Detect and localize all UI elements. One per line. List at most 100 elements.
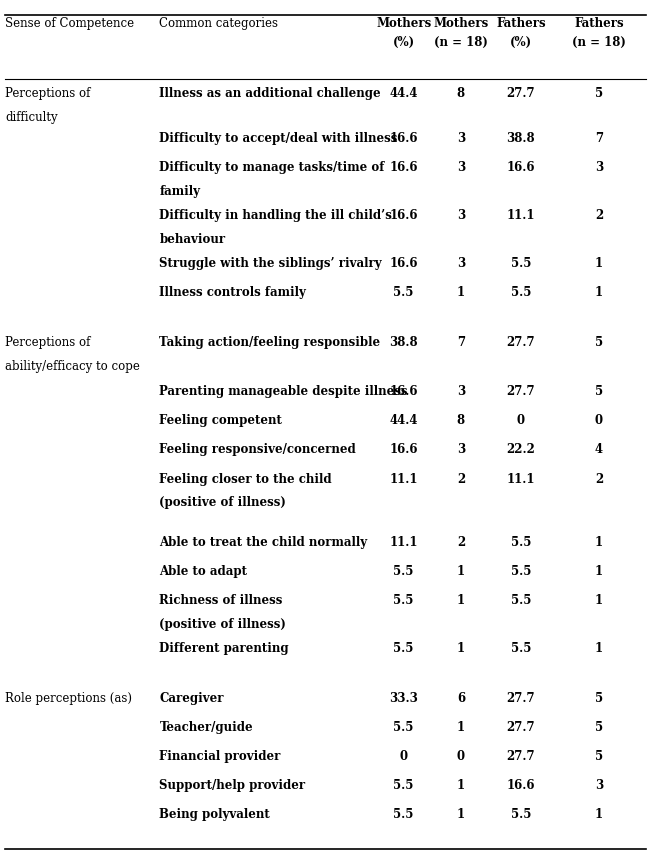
Text: Parenting manageable despite illness: Parenting manageable despite illness (159, 385, 408, 398)
Text: 3: 3 (457, 209, 465, 222)
Text: 44.4: 44.4 (389, 87, 418, 100)
Text: 16.6: 16.6 (389, 209, 418, 222)
Text: (n = 18): (n = 18) (572, 36, 626, 49)
Text: 5: 5 (595, 721, 603, 734)
Text: 38.8: 38.8 (506, 132, 535, 145)
Text: 11.1: 11.1 (389, 536, 418, 549)
Text: Feeling responsive/concerned: Feeling responsive/concerned (159, 443, 356, 456)
Text: 16.6: 16.6 (389, 132, 418, 145)
Text: 5.5: 5.5 (510, 286, 531, 299)
Text: 27.7: 27.7 (506, 692, 535, 704)
Text: 38.8: 38.8 (389, 336, 418, 348)
Text: Financial provider: Financial provider (159, 750, 281, 763)
Text: Richness of illness: Richness of illness (159, 594, 283, 607)
Text: Common categories: Common categories (159, 17, 279, 30)
Text: Feeling competent: Feeling competent (159, 414, 283, 427)
Text: 2: 2 (595, 209, 603, 222)
Text: 7: 7 (595, 132, 603, 145)
Text: 1: 1 (457, 808, 465, 821)
Text: 5: 5 (595, 750, 603, 763)
Text: 0: 0 (400, 750, 408, 763)
Text: Illness as an additional challenge: Illness as an additional challenge (159, 87, 381, 100)
Text: 2: 2 (595, 473, 603, 485)
Text: 1: 1 (457, 779, 465, 792)
Text: Illness controls family: Illness controls family (159, 286, 307, 299)
Text: 3: 3 (595, 161, 603, 174)
Text: Role perceptions (as): Role perceptions (as) (5, 692, 132, 704)
Text: 27.7: 27.7 (506, 87, 535, 100)
Text: (positive of illness): (positive of illness) (159, 496, 286, 509)
Text: 1: 1 (595, 594, 603, 607)
Text: (n = 18): (n = 18) (434, 36, 488, 49)
Text: Able to treat the child normally: Able to treat the child normally (159, 536, 368, 549)
Text: 1: 1 (595, 565, 603, 578)
Text: Fathers: Fathers (496, 17, 546, 30)
Text: 5: 5 (595, 87, 603, 100)
Text: 1: 1 (595, 286, 603, 299)
Text: Mothers: Mothers (434, 17, 488, 30)
Text: 5.5: 5.5 (510, 536, 531, 549)
Text: 1: 1 (457, 286, 465, 299)
Text: 3: 3 (457, 161, 465, 174)
Text: 0: 0 (517, 414, 525, 427)
Text: 5.5: 5.5 (393, 565, 414, 578)
Text: 1: 1 (457, 721, 465, 734)
Text: 11.1: 11.1 (389, 473, 418, 485)
Text: Support/help provider: Support/help provider (159, 779, 305, 792)
Text: 5.5: 5.5 (393, 286, 414, 299)
Text: Able to adapt: Able to adapt (159, 565, 247, 578)
Text: 1: 1 (457, 642, 465, 655)
Text: 8: 8 (457, 414, 465, 427)
Text: 22.2: 22.2 (506, 443, 535, 456)
Text: 5: 5 (595, 385, 603, 398)
Text: 27.7: 27.7 (506, 385, 535, 398)
Text: 27.7: 27.7 (506, 336, 535, 348)
Text: 16.6: 16.6 (389, 257, 418, 270)
Text: 5.5: 5.5 (510, 565, 531, 578)
Text: 44.4: 44.4 (389, 414, 418, 427)
Text: 3: 3 (457, 443, 465, 456)
Text: 3: 3 (457, 132, 465, 145)
Text: Difficulty to accept/deal with illness: Difficulty to accept/deal with illness (159, 132, 398, 145)
Text: 27.7: 27.7 (506, 721, 535, 734)
Text: 5: 5 (595, 692, 603, 704)
Text: Struggle with the siblings’ rivalry: Struggle with the siblings’ rivalry (159, 257, 382, 270)
Text: difficulty: difficulty (5, 111, 58, 124)
Text: Different parenting: Different parenting (159, 642, 289, 655)
Text: 5.5: 5.5 (510, 808, 531, 821)
Text: (%): (%) (393, 36, 415, 49)
Text: Difficulty in handling the ill child’s: Difficulty in handling the ill child’s (159, 209, 393, 222)
Text: Caregiver: Caregiver (159, 692, 224, 704)
Text: 1: 1 (595, 642, 603, 655)
Text: 1: 1 (595, 257, 603, 270)
Text: (%): (%) (510, 36, 532, 49)
Text: 5.5: 5.5 (393, 594, 414, 607)
Text: 16.6: 16.6 (389, 161, 418, 174)
Text: 16.6: 16.6 (389, 385, 418, 398)
Text: 2: 2 (457, 473, 465, 485)
Text: Perceptions of: Perceptions of (5, 87, 90, 100)
Text: Mothers: Mothers (376, 17, 431, 30)
Text: 5.5: 5.5 (510, 594, 531, 607)
Text: 2: 2 (457, 536, 465, 549)
Text: 3: 3 (457, 385, 465, 398)
Text: 0: 0 (595, 414, 603, 427)
Text: family: family (159, 185, 201, 198)
Text: 1: 1 (595, 536, 603, 549)
Text: 6: 6 (457, 692, 465, 704)
Text: 16.6: 16.6 (389, 443, 418, 456)
Text: Difficulty to manage tasks/time of: Difficulty to manage tasks/time of (159, 161, 385, 174)
Text: 0: 0 (457, 750, 465, 763)
Text: 7: 7 (457, 336, 465, 348)
Text: Feeling closer to the child: Feeling closer to the child (159, 473, 332, 485)
Text: 16.6: 16.6 (506, 779, 535, 792)
Text: 1: 1 (457, 594, 465, 607)
Text: 1: 1 (595, 808, 603, 821)
Text: Being polyvalent: Being polyvalent (159, 808, 270, 821)
Text: 16.6: 16.6 (506, 161, 535, 174)
Text: ability/efficacy to cope: ability/efficacy to cope (5, 360, 140, 372)
Text: 5.5: 5.5 (393, 721, 414, 734)
Text: 11.1: 11.1 (506, 473, 535, 485)
Text: Taking action/feeling responsible: Taking action/feeling responsible (159, 336, 381, 348)
Text: 5.5: 5.5 (510, 642, 531, 655)
